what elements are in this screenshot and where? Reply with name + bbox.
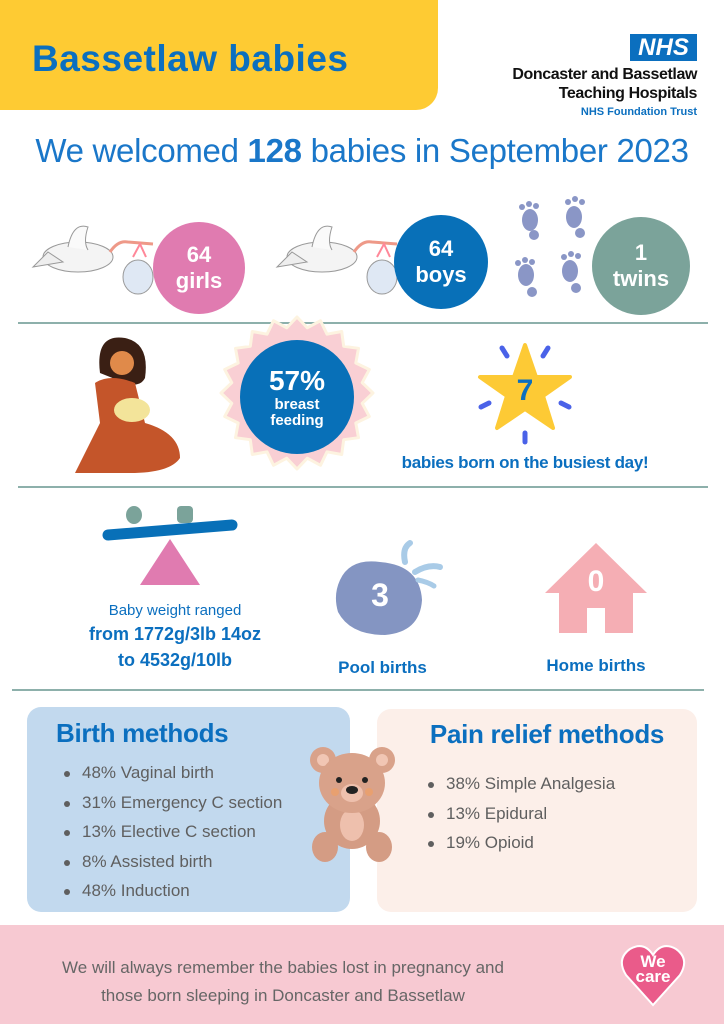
- twins-label: twins: [612, 266, 670, 291]
- breastfeeding-stat: 57% breast feeding: [240, 340, 354, 454]
- list-item: 8% Assisted birth: [60, 852, 282, 882]
- divider: [18, 322, 708, 324]
- pain-relief-title: Pain relief methods: [429, 719, 665, 749]
- birth-methods-list: 48% Vaginal birth 31% Emergency C sectio…: [60, 763, 282, 911]
- divider: [18, 486, 708, 488]
- list-item: 13% Epidural: [424, 804, 615, 834]
- we-care-line1: We: [640, 952, 666, 971]
- pool-births-label: Pool births: [338, 658, 427, 677]
- footprints-icon: [515, 196, 585, 297]
- breastfeeding-label-2: feeding: [270, 412, 324, 429]
- stork-icon: [31, 225, 154, 295]
- list-item: 38% Simple Analgesia: [424, 774, 615, 804]
- we-care-badge: We care: [620, 952, 686, 986]
- teddy-bear-illustration: [310, 747, 395, 862]
- headline-count: 128: [247, 132, 302, 169]
- birth-methods-title: Birth methods: [56, 718, 229, 748]
- girls-count: 64: [186, 242, 212, 267]
- pool-births-count: 3: [371, 577, 389, 613]
- home-births-count: 0: [587, 565, 605, 598]
- we-care-line2: care: [635, 967, 671, 986]
- twins-stat: 1 twins: [592, 217, 690, 315]
- breastfeeding-value: 57%: [268, 365, 326, 396]
- heart-icon: [620, 945, 686, 1007]
- weight-line3: to 4532g/10lb: [117, 650, 233, 670]
- list-item: 31% Emergency C section: [60, 793, 282, 823]
- headline-suffix: babies in September 2023: [301, 132, 689, 169]
- breastfeeding-label-1: breast: [274, 396, 320, 413]
- list-item: 48% Vaginal birth: [60, 763, 282, 793]
- birth-methods-panel: [27, 707, 350, 912]
- headline-prefix: We welcomed: [35, 132, 248, 169]
- footer-banner: [0, 925, 724, 1024]
- pain-relief-list: 38% Simple Analgesia 13% Epidural 19% Op…: [424, 774, 615, 863]
- headline: We welcomed 128 babies in September 2023: [0, 132, 724, 170]
- weight-line1: Baby weight ranged: [108, 602, 242, 619]
- busiest-day-label: babies born on the busiest day!: [401, 453, 649, 472]
- boys-label: boys: [415, 262, 467, 287]
- list-item: 13% Elective C section: [60, 822, 282, 852]
- page-title: Bassetlaw babies: [32, 38, 349, 79]
- girls-stat: 64 girls: [153, 222, 245, 314]
- remembrance-line2: those born sleeping in Doncaster and Bas…: [101, 986, 465, 1005]
- pain-relief-panel: [377, 709, 697, 912]
- org-name-line1: Doncaster and Bassetlaw: [512, 66, 697, 83]
- breastfeeding-mother-illustration: [75, 337, 180, 473]
- org-name-line2: Teaching Hospitals: [558, 85, 698, 102]
- busiest-day-count: 7: [516, 374, 534, 407]
- trust-name: NHS Foundation Trust: [580, 106, 697, 118]
- divider: [12, 689, 704, 691]
- list-item: 48% Induction: [60, 881, 282, 911]
- home-births-label: Home births: [546, 656, 646, 675]
- pool-splash-icon: [335, 540, 443, 635]
- star-icon: [478, 343, 572, 445]
- boys-count: 64: [428, 236, 454, 261]
- girls-label: girls: [175, 268, 223, 293]
- nhs-logo: NHS: [630, 34, 697, 61]
- twins-count: 1: [634, 240, 648, 265]
- remembrance-line1: We will always remember the babies lost …: [62, 958, 504, 977]
- weight-line2: from 1772g/3lb 14oz: [88, 624, 262, 644]
- list-item: 19% Opioid: [424, 833, 615, 863]
- remembrance-message: We will always remember the babies lost …: [20, 954, 546, 1010]
- stork-icon: [275, 225, 398, 295]
- header-banner: [0, 0, 438, 110]
- boys-stat: 64 boys: [394, 215, 488, 309]
- house-icon: [545, 543, 647, 633]
- scale-icon: [102, 506, 238, 585]
